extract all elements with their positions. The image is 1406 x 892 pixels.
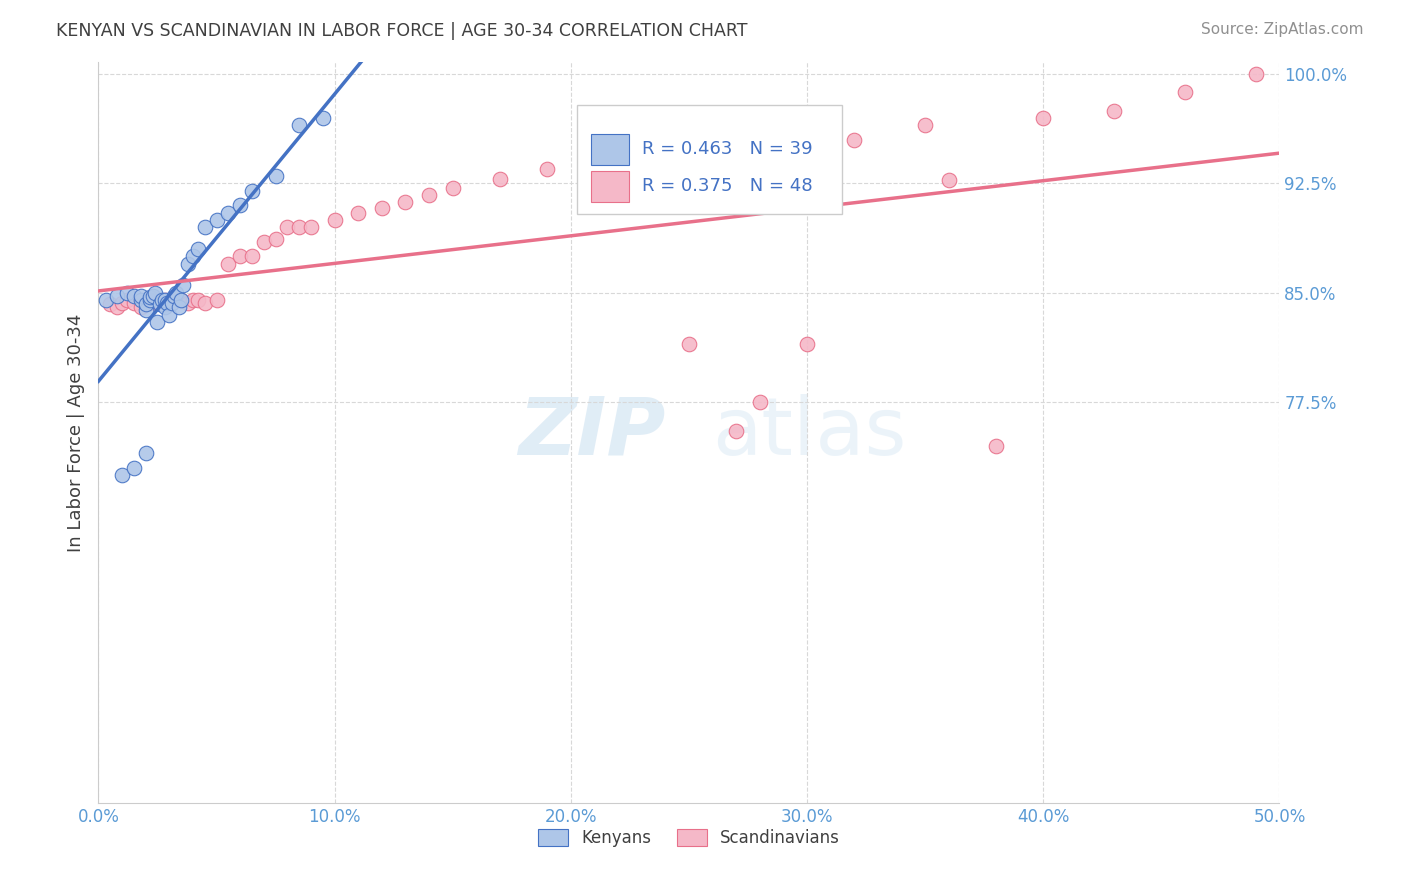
Point	[394, 195, 416, 210]
Point	[149, 297, 172, 311]
Point	[264, 232, 287, 246]
Point	[187, 293, 209, 307]
Point	[288, 220, 311, 235]
Point	[748, 395, 770, 409]
Point	[170, 293, 193, 307]
Point	[678, 336, 700, 351]
Point	[347, 205, 370, 219]
Point	[98, 297, 121, 311]
Point	[229, 198, 252, 212]
Point	[157, 308, 180, 322]
Point	[163, 288, 186, 302]
Point	[583, 152, 606, 166]
Point	[418, 188, 440, 202]
Point	[129, 288, 152, 302]
Point	[323, 212, 346, 227]
Point	[181, 293, 204, 307]
Point	[844, 133, 866, 147]
Point	[914, 118, 936, 132]
Bar	[576, 104, 842, 214]
Point	[217, 256, 239, 270]
Point	[217, 205, 239, 219]
Point	[163, 293, 186, 307]
Point	[1244, 67, 1267, 81]
Point	[160, 296, 183, 310]
Point	[177, 256, 200, 270]
Legend: Kenyans, Scandinavians: Kenyans, Scandinavians	[531, 822, 846, 854]
Point	[441, 181, 464, 195]
Point	[143, 285, 166, 300]
Point	[172, 278, 194, 293]
Point	[105, 300, 128, 314]
Point	[153, 293, 176, 307]
Point	[725, 424, 748, 438]
Text: Source: ZipAtlas.com: Source: ZipAtlas.com	[1201, 22, 1364, 37]
Point	[135, 303, 157, 318]
Point	[135, 446, 157, 460]
Point	[177, 296, 200, 310]
Point	[165, 285, 187, 300]
Point	[122, 296, 145, 310]
Point	[142, 288, 165, 302]
Point	[194, 296, 217, 310]
Point	[240, 184, 263, 198]
Text: atlas: atlas	[713, 393, 907, 472]
Point	[205, 212, 228, 227]
Point	[105, 288, 128, 302]
Point	[150, 293, 173, 307]
Point	[229, 249, 252, 263]
Point	[938, 173, 960, 187]
Point	[122, 460, 145, 475]
Point	[146, 296, 169, 310]
Point	[115, 293, 138, 307]
Point	[984, 439, 1007, 453]
Point	[139, 293, 162, 307]
Point	[240, 249, 263, 263]
Point	[139, 296, 162, 310]
Point	[1032, 111, 1054, 125]
Y-axis label: In Labor Force | Age 30-34: In Labor Force | Age 30-34	[66, 313, 84, 552]
Point	[276, 220, 298, 235]
Point	[536, 161, 558, 176]
Point	[153, 300, 176, 314]
Point	[129, 300, 152, 314]
Point	[94, 293, 117, 307]
Point	[299, 220, 322, 235]
Point	[181, 249, 204, 263]
Point	[371, 201, 394, 215]
Point	[170, 293, 193, 307]
Point	[205, 293, 228, 307]
Point	[156, 296, 179, 310]
Point	[264, 169, 287, 183]
Point	[157, 296, 180, 310]
Point	[167, 300, 190, 314]
Point	[139, 290, 162, 304]
Point	[135, 293, 157, 307]
Text: R = 0.463   N = 39: R = 0.463 N = 39	[641, 140, 813, 158]
Text: KENYAN VS SCANDINAVIAN IN LABOR FORCE | AGE 30-34 CORRELATION CHART: KENYAN VS SCANDINAVIAN IN LABOR FORCE | …	[56, 22, 748, 40]
Point	[796, 336, 818, 351]
Point	[111, 467, 134, 482]
Text: R = 0.375   N = 48: R = 0.375 N = 48	[641, 178, 813, 195]
Point	[146, 315, 169, 329]
Point	[187, 242, 209, 256]
Point	[312, 111, 335, 125]
Point	[1102, 103, 1125, 118]
Point	[135, 297, 157, 311]
Point	[122, 288, 145, 302]
Point	[654, 140, 676, 154]
Point	[153, 293, 176, 307]
Point	[129, 293, 152, 307]
Bar	[591, 170, 628, 202]
Point	[194, 220, 217, 235]
Point	[489, 172, 512, 186]
Point	[115, 285, 138, 300]
Point	[1174, 85, 1197, 99]
Text: ZIP: ZIP	[517, 393, 665, 472]
Point	[288, 118, 311, 132]
Point	[111, 296, 134, 310]
Bar	[591, 134, 628, 165]
Point	[253, 235, 276, 249]
